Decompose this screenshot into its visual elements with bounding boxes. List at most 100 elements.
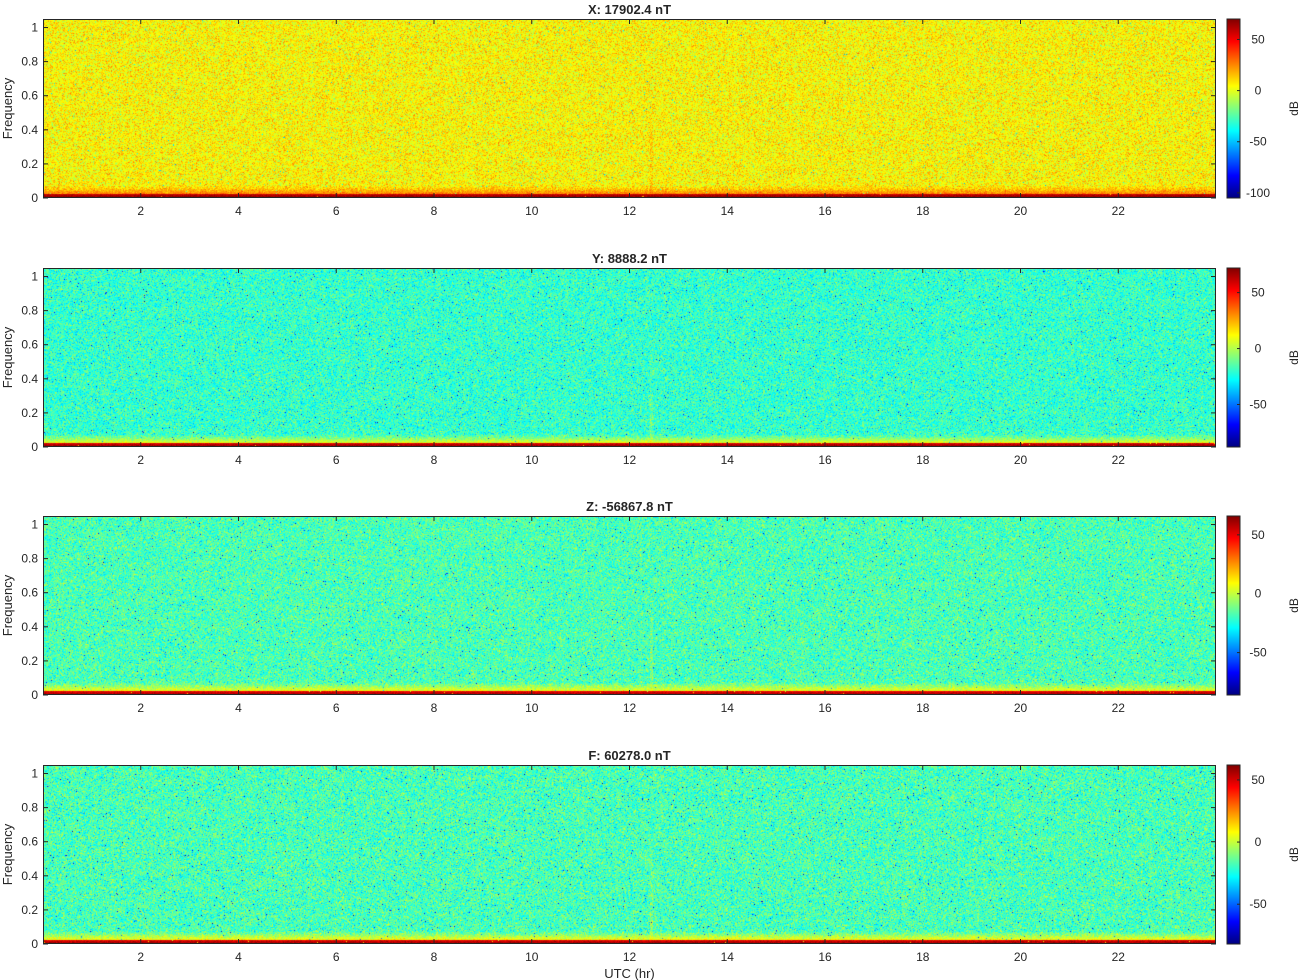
colorbar-label: dB: [1287, 598, 1301, 613]
x-tick-label: 12: [623, 204, 637, 218]
x-tick-label: 12: [623, 701, 637, 715]
x-axis-label: UTC (hr): [604, 966, 655, 980]
x-tick-label: 18: [916, 453, 930, 467]
colorbar: [1226, 18, 1241, 199]
spectrogram-panel-1: X: 17902.4 nT2 4 6 8 10 12 14 16 18 20 2200.20.40.…: [0, 2, 1301, 218]
x-tick-label: 8: [431, 204, 438, 218]
colorbar-tick-label: -50: [1249, 397, 1267, 411]
x-tick-label: 2: [137, 453, 144, 467]
x-tick-label: 10: [525, 701, 539, 715]
colorbar-tick-label: 0: [1255, 84, 1262, 98]
x-tick-label: 22: [1112, 204, 1126, 218]
y-tick-label: 0: [31, 937, 38, 951]
x-tick-label: 8: [431, 453, 438, 467]
x-tick-label: 22: [1112, 453, 1126, 467]
x-tick-label: 8: [431, 950, 438, 964]
x-tick-label: 14: [721, 701, 735, 715]
colorbar-tick-label: -50: [1249, 135, 1267, 149]
y-tick-label: 0: [31, 191, 38, 205]
y-axis-label: Frequency: [0, 574, 15, 636]
colorbar: [1226, 267, 1241, 448]
colorbar-tick-label: 0: [1255, 342, 1262, 356]
x-tick-label: 6: [333, 701, 340, 715]
x-tick-label: 18: [916, 204, 930, 218]
x-tick-label: 20: [1014, 204, 1028, 218]
y-tick-label: 0.8: [21, 304, 38, 318]
x-tick-label: 10: [525, 204, 539, 218]
colorbar-label: dB: [1287, 847, 1301, 862]
y-tick-label: 1: [31, 518, 38, 532]
spectrogram-panel-2: Y: 8888.2 nT2 4 6 8 10 12 14 16 18 20 2200.20.40.6…: [0, 251, 1301, 467]
y-tick-label: 0.4: [21, 620, 38, 634]
x-tick-label: 12: [623, 453, 637, 467]
x-tick-label: 14: [721, 204, 735, 218]
colorbar: [1226, 515, 1241, 696]
colorbar-label: dB: [1287, 101, 1301, 116]
x-tick-label: 10: [525, 950, 539, 964]
x-tick-label: 18: [916, 950, 930, 964]
y-axis-label: Frequency: [0, 77, 15, 139]
x-tick-label: 16: [818, 204, 832, 218]
x-tick-label: 2: [137, 204, 144, 218]
y-axis-label: Frequency: [0, 326, 15, 388]
panel-title: Y: 8888.2 nT: [592, 251, 667, 266]
y-tick-label: 1: [31, 270, 38, 284]
x-tick-label: 14: [721, 453, 735, 467]
x-tick-label: 12: [623, 950, 637, 964]
colorbar-tick-label: 0: [1255, 587, 1262, 601]
x-tick-label: 4: [235, 701, 242, 715]
colorbar-tick-label: -100: [1246, 186, 1270, 200]
panel-title: F: 60278.0 nT: [588, 748, 670, 763]
y-tick-label: 0.2: [21, 903, 38, 917]
x-tick-label: 16: [818, 950, 832, 964]
x-tick-label: 22: [1112, 950, 1126, 964]
x-tick-label: 6: [333, 204, 340, 218]
y-tick-label: 0.2: [21, 157, 38, 171]
x-tick-label: 8: [431, 701, 438, 715]
colorbar-tick-label: -50: [1249, 646, 1267, 660]
x-tick-label: 16: [818, 453, 832, 467]
y-tick-label: 1: [31, 21, 38, 35]
colorbar-tick-label: 50: [1251, 528, 1265, 542]
x-tick-label: 4: [235, 204, 242, 218]
y-tick-label: 0.6: [21, 338, 38, 352]
y-tick-label: 0: [31, 440, 38, 454]
y-tick-label: 0.2: [21, 654, 38, 668]
y-axis-label: Frequency: [0, 823, 15, 885]
y-tick-label: 1: [31, 767, 38, 781]
spectrogram-panel-4: F: 60278.0 nT2 4 6 8 10 12 14 16 18 20 2200.20.40.…: [0, 748, 1301, 980]
x-tick-label: 20: [1014, 950, 1028, 964]
x-tick-label: 4: [235, 950, 242, 964]
y-tick-label: 0.2: [21, 406, 38, 420]
colorbar-tick-label: 0: [1255, 835, 1262, 849]
x-tick-label: 2: [137, 950, 144, 964]
spectrogram-image: [43, 268, 1216, 447]
colorbar-tick-label: 50: [1251, 32, 1265, 46]
spectrogram-image: [43, 765, 1216, 944]
y-tick-label: 0.6: [21, 835, 38, 849]
y-tick-label: 0.6: [21, 89, 38, 103]
x-tick-label: 4: [235, 453, 242, 467]
y-tick-label: 0.6: [21, 586, 38, 600]
x-tick-label: 18: [916, 701, 930, 715]
x-tick-label: 22: [1112, 701, 1126, 715]
panel-title: X: 17902.4 nT: [588, 2, 671, 17]
colorbar: [1226, 764, 1241, 945]
x-tick-label: 6: [333, 453, 340, 467]
spectrogram-image: [43, 516, 1216, 695]
x-tick-label: 6: [333, 950, 340, 964]
y-tick-label: 0: [31, 688, 38, 702]
colorbar-tick-label: -50: [1249, 897, 1267, 911]
colorbar-tick-label: 50: [1251, 286, 1265, 300]
x-tick-label: 14: [721, 950, 735, 964]
colorbar-tick-label: 50: [1251, 773, 1265, 787]
y-tick-label: 0.4: [21, 372, 38, 386]
spectrogram-image: [43, 19, 1216, 198]
x-tick-label: 16: [818, 701, 832, 715]
panel-title: Z: -56867.8 nT: [586, 499, 673, 514]
x-tick-label: 20: [1014, 701, 1028, 715]
y-tick-label: 0.4: [21, 869, 38, 883]
x-tick-label: 2: [137, 701, 144, 715]
x-tick-label: 10: [525, 453, 539, 467]
